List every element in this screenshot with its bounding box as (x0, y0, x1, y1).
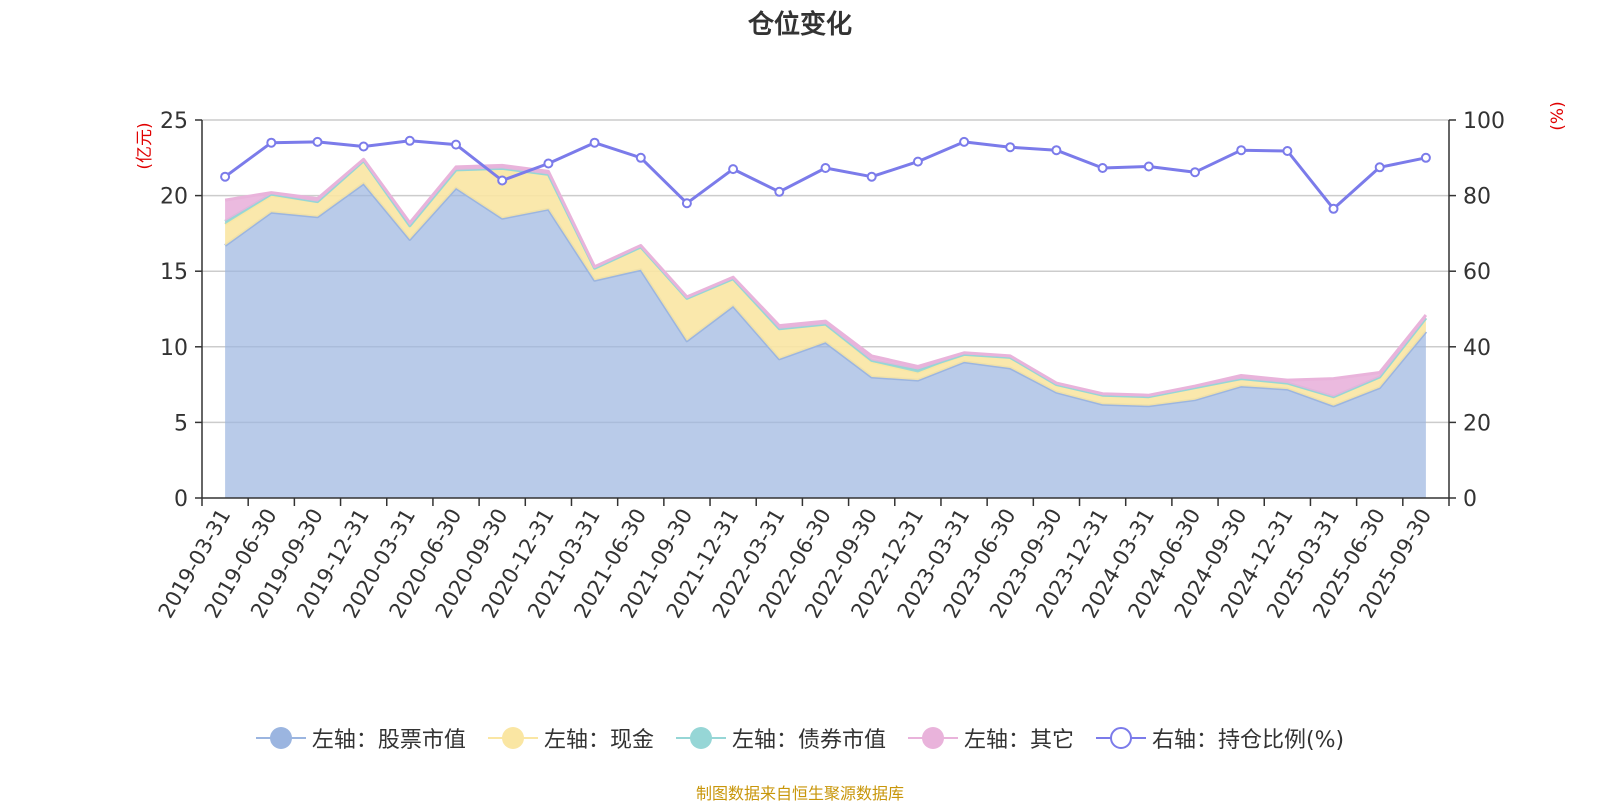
ratio-point (497, 175, 508, 186)
ratio-point (358, 141, 369, 152)
ratio-point (1420, 152, 1431, 163)
source-note: 制图数据来自恒生聚源数据库 (695, 784, 904, 803)
left-tick-label: 0 (174, 487, 188, 512)
legend-marker-bond-icon (675, 727, 726, 749)
ratio-point (1005, 142, 1016, 153)
left-tick-label: 25 (160, 109, 188, 134)
ratio-point (451, 139, 461, 150)
ratio-point (681, 198, 692, 209)
ratio-point (1051, 145, 1062, 156)
chart-title: 仓位变化 (747, 10, 852, 40)
legend-item-stock[interactable]: 左轴：股票市值 (255, 722, 466, 754)
right-axis-unit: (%) (1548, 101, 1568, 130)
ratio-point (912, 156, 923, 167)
ratio-point (866, 171, 877, 182)
legend-label-cash: 左轴：现金 (543, 728, 654, 753)
legend-item-bond[interactable]: 左轴：债券市值 (675, 722, 886, 754)
right-tick-label: 60 (1463, 260, 1491, 285)
legend-label-bond: 左轴：债券市值 (731, 728, 886, 753)
ratio-point (635, 152, 646, 163)
ratio-point (1097, 163, 1108, 173)
left-axis-unit: (亿元) (135, 122, 155, 169)
ratio-point (1328, 203, 1339, 214)
right-tick-label: 80 (1463, 185, 1491, 210)
ratio-point (266, 137, 277, 148)
ratio-point (220, 171, 231, 182)
ratio-point (1190, 167, 1200, 178)
left-tick-label: 10 (160, 336, 188, 361)
right-tick-label: 20 (1463, 411, 1491, 436)
ratio-point (589, 137, 600, 148)
ratio-point (404, 135, 415, 146)
legend-label-stock: 左轴：股票市值 (311, 728, 466, 753)
legend-label-other: 左轴：其它 (963, 728, 1074, 753)
legend: 左轴：股票市值 左轴：现金 左轴：债券市值 左轴：其它 右轴：持仓比例(%) (0, 722, 1600, 754)
legend-item-ratio[interactable]: 右轴：持仓比例(%) (1095, 722, 1345, 754)
legend-marker-cash-icon (487, 727, 538, 749)
ratio-point (543, 158, 554, 169)
legend-marker-stock-icon (255, 727, 306, 749)
area-series-1 (225, 160, 1426, 406)
legend-marker-other-icon (907, 727, 958, 749)
area-line-series-3 (224, 157, 1428, 397)
right-tick-label: 100 (1463, 109, 1505, 134)
right-tick-label: 40 (1463, 336, 1491, 361)
left-tick-label: 5 (174, 411, 188, 436)
right-tick-label: 0 (1463, 487, 1477, 512)
legend-item-cash[interactable]: 左轴：现金 (487, 722, 654, 754)
area-series-0 (225, 183, 1426, 498)
ratio-point (820, 163, 831, 173)
ratio-point (1236, 145, 1247, 156)
ratio-point (1282, 146, 1293, 156)
left-tick-label: 15 (160, 260, 188, 285)
ratio-point (1374, 162, 1385, 173)
left-tick-label: 20 (160, 185, 188, 210)
legend-item-other[interactable]: 左轴：其它 (907, 722, 1074, 754)
ratio-point (959, 136, 970, 147)
ratio-point (312, 136, 323, 147)
legend-marker-ratio-icon (1095, 727, 1146, 749)
ratio-point (774, 186, 785, 197)
ratio-point (728, 164, 739, 175)
legend-label-ratio: 右轴：持仓比例(%) (1151, 728, 1345, 753)
ratio-point (1143, 161, 1154, 172)
